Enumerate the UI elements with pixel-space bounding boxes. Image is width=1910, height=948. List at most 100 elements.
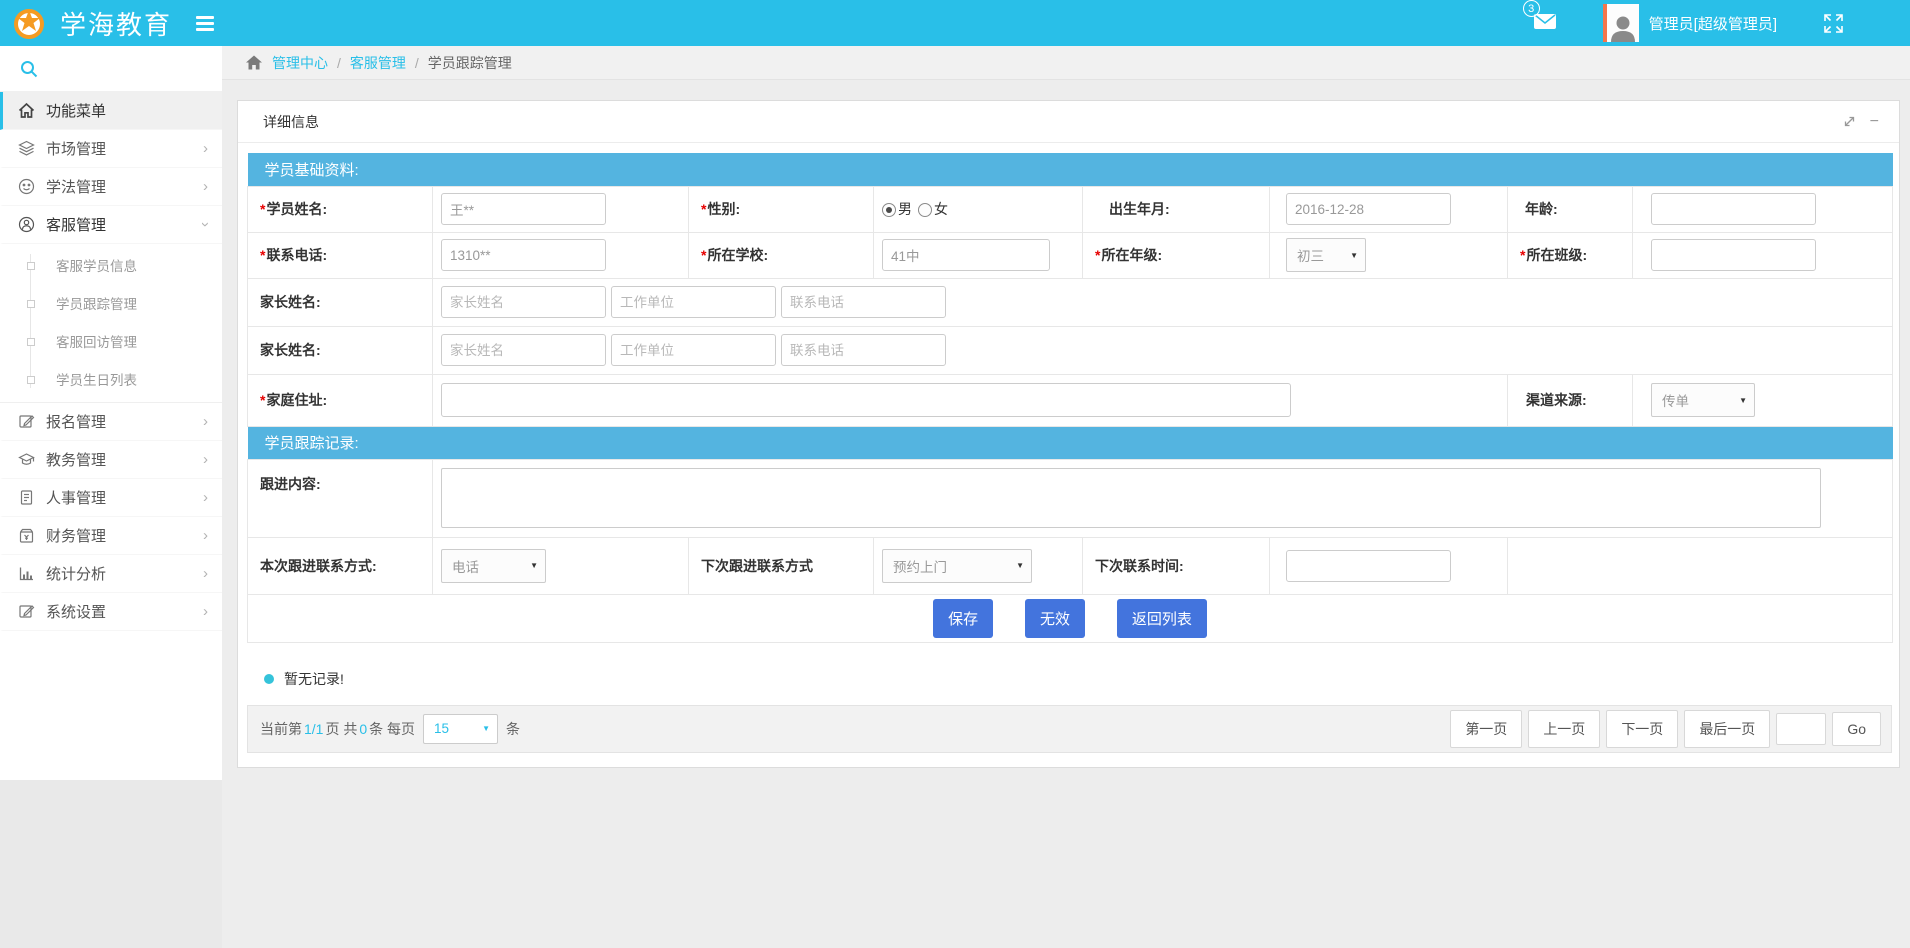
next-page-button[interactable]: 下一页 bbox=[1606, 709, 1679, 748]
section-basic-header: 学员基础资料: bbox=[247, 153, 1893, 186]
empty-records-text: 暂无记录! bbox=[284, 670, 344, 687]
channel-select[interactable]: 传单 ▼ bbox=[1651, 383, 1755, 417]
user-name[interactable]: 管理员[超级管理员] bbox=[1648, 15, 1777, 33]
grade-label: *所在年级: bbox=[1082, 231, 1270, 279]
search-icon bbox=[21, 60, 38, 77]
parent2-phone-input[interactable] bbox=[781, 334, 946, 366]
brand-title: 学海教育 bbox=[60, 9, 173, 40]
pager-mid1: 页 共 bbox=[325, 720, 358, 737]
pager-page-number: 1/1 bbox=[304, 720, 324, 737]
sidebar-subitem-cs-student-info[interactable]: 客服学员信息 bbox=[0, 246, 222, 284]
sidebar-item-academic[interactable]: 教务管理 › bbox=[0, 441, 222, 479]
follow-content-label: 跟进内容: bbox=[247, 458, 433, 538]
this-contact-select[interactable]: 电话 ▼ bbox=[441, 548, 546, 583]
parent1-work-input[interactable] bbox=[611, 286, 776, 318]
label-text: 出生年月: bbox=[1109, 201, 1170, 217]
sidebar-item-customer-service[interactable]: 客服管理 › bbox=[0, 206, 222, 244]
back-to-list-button[interactable]: 返回列表 bbox=[1116, 598, 1207, 638]
section-basic-title: 学员基础资料: bbox=[264, 161, 359, 179]
gender-label: *性别: bbox=[688, 185, 874, 233]
gender-female-radio[interactable] bbox=[918, 203, 932, 217]
address-input[interactable] bbox=[441, 383, 1291, 417]
topbar-right: 3 管理员[超级管理员] bbox=[1522, 0, 1910, 42]
parent2-work-input[interactable] bbox=[611, 334, 776, 366]
required-mark: * bbox=[260, 392, 266, 408]
prev-page-button[interactable]: 上一页 bbox=[1528, 709, 1601, 748]
first-page-button[interactable]: 第一页 bbox=[1450, 709, 1523, 748]
fullscreen-icon[interactable] bbox=[1823, 13, 1844, 34]
gender-female-label: 女 bbox=[934, 201, 948, 217]
brand: 学海教育 bbox=[0, 5, 222, 42]
avatar[interactable] bbox=[1602, 4, 1639, 42]
sidebar-subitem-label: 客服回访管理 bbox=[56, 335, 137, 350]
last-page-button[interactable]: 最后一页 bbox=[1684, 709, 1771, 748]
hamburger-menu-icon[interactable] bbox=[196, 15, 215, 31]
school-input[interactable] bbox=[882, 239, 1050, 271]
follow-content-textarea[interactable] bbox=[441, 467, 1821, 528]
panel-tools: − bbox=[1843, 112, 1879, 130]
invalid-button[interactable]: 无效 bbox=[1025, 598, 1086, 638]
label-text: 本次跟进联系方式: bbox=[260, 557, 377, 574]
sidebar-item-hr[interactable]: 人事管理 › bbox=[0, 479, 222, 517]
grade-value: 初三 bbox=[1297, 249, 1324, 264]
sidebar-item-label: 财务管理 bbox=[46, 528, 107, 545]
content-area: 管理中心 / 客服管理 / 学员跟踪管理 详细信息 − bbox=[222, 46, 1910, 948]
class-input[interactable] bbox=[1651, 239, 1816, 271]
sidebar-item-study-method[interactable]: 学法管理 › bbox=[0, 168, 222, 206]
label-text: 所在学校: bbox=[707, 247, 769, 263]
per-page-select[interactable]: 15 ▼ bbox=[423, 713, 499, 744]
goto-page-input[interactable] bbox=[1776, 712, 1827, 745]
graduation-cap-icon bbox=[18, 451, 37, 468]
sidebar-item-function-menu[interactable]: 功能菜单 bbox=[0, 92, 222, 130]
home-icon bbox=[18, 102, 37, 119]
student-form: 学员基础资料: *学员姓名: *性别: 男女 出生年月: 年龄: bbox=[238, 143, 1899, 689]
empty-records-note: 暂无记录! bbox=[264, 669, 1890, 689]
birth-date-input[interactable] bbox=[1286, 193, 1451, 225]
sidebar-subitem-cs-callback[interactable]: 客服回访管理 bbox=[0, 322, 222, 360]
sidebar-subitem-student-tracking[interactable]: 学员跟踪管理 bbox=[0, 284, 222, 322]
label-text: 家长姓名: bbox=[260, 342, 321, 358]
pager-mid2: 条 每页 bbox=[369, 720, 416, 737]
parent1-name-input[interactable] bbox=[441, 286, 606, 318]
parent2-name-input[interactable] bbox=[441, 334, 606, 366]
panel-title: 详细信息 bbox=[263, 113, 319, 130]
go-button[interactable]: Go bbox=[1832, 711, 1881, 746]
pager-suffix: 条 bbox=[506, 720, 521, 737]
save-button[interactable]: 保存 bbox=[933, 598, 994, 638]
sidebar-item-label: 人事管理 bbox=[46, 490, 107, 507]
label-text: 下次跟进联系方式 bbox=[701, 557, 813, 574]
chevron-right-icon: › bbox=[203, 603, 208, 620]
form-actions: 保存 无效 返回列表 bbox=[246, 593, 1894, 643]
breadcrumb-current: 学员跟踪管理 bbox=[427, 54, 512, 71]
label-text: 下次联系时间: bbox=[1095, 557, 1184, 574]
edit-square-icon bbox=[18, 413, 37, 430]
parent1-phone-input[interactable] bbox=[781, 286, 946, 318]
sidebar-item-settings[interactable]: 系统设置 › bbox=[0, 593, 222, 631]
sidebar-search[interactable] bbox=[0, 46, 222, 92]
breadcrumb-section[interactable]: 客服管理 bbox=[349, 54, 406, 71]
sidebar-item-enrollment[interactable]: 报名管理 › bbox=[0, 403, 222, 441]
grade-select[interactable]: 初三 ▼ bbox=[1286, 238, 1366, 272]
student-name-input[interactable] bbox=[441, 193, 606, 225]
minimize-icon[interactable]: − bbox=[1869, 112, 1879, 130]
phone-input[interactable] bbox=[441, 239, 606, 271]
sidebar-item-market[interactable]: 市场管理 › bbox=[0, 130, 222, 168]
address-label: *家庭住址: bbox=[247, 373, 433, 427]
mail-icon[interactable]: 3 bbox=[1522, 0, 1557, 33]
breadcrumb-home[interactable]: 管理中心 bbox=[272, 54, 328, 71]
this-contact-label: 本次跟进联系方式: bbox=[247, 536, 433, 595]
age-label: 年龄: bbox=[1507, 185, 1633, 233]
age-input[interactable] bbox=[1651, 193, 1816, 225]
bullet-dot-icon bbox=[264, 673, 274, 684]
class-label: *所在班级: bbox=[1507, 231, 1633, 279]
sidebar-subitem-student-birthday[interactable]: 学员生日列表 bbox=[0, 360, 222, 398]
sidebar-item-statistics[interactable]: 统计分析 › bbox=[0, 555, 222, 593]
sidebar-item-finance[interactable]: 财务管理 › bbox=[0, 517, 222, 555]
next-time-input[interactable] bbox=[1286, 549, 1451, 582]
next-contact-select[interactable]: 预约上门 ▼ bbox=[882, 548, 1032, 583]
gender-male-radio[interactable] bbox=[882, 203, 896, 217]
breadcrumb: 管理中心 / 客服管理 / 学员跟踪管理 bbox=[222, 46, 1910, 80]
resize-icon[interactable] bbox=[1843, 115, 1856, 128]
chevron-right-icon: › bbox=[203, 451, 208, 468]
sidebar-subitem-label: 学员生日列表 bbox=[56, 373, 137, 388]
